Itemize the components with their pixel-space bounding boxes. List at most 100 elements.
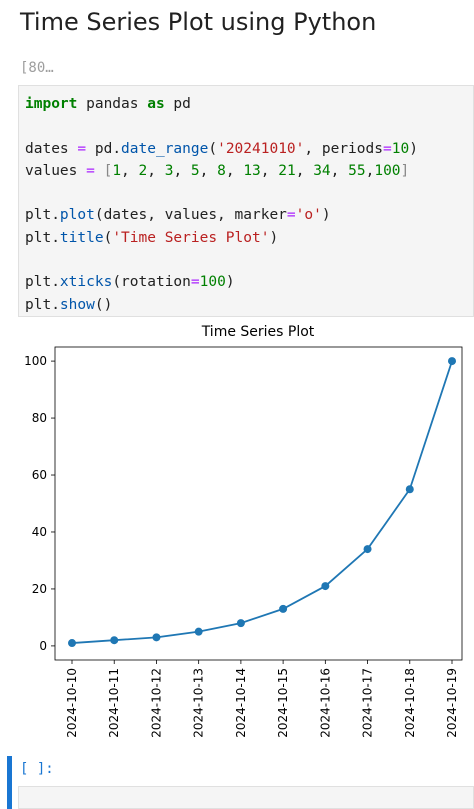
code-token: ( bbox=[208, 140, 218, 157]
code-token: plt. bbox=[25, 296, 60, 313]
code-token: as bbox=[147, 96, 165, 112]
code-token: , bbox=[365, 162, 375, 179]
code-token: ( bbox=[103, 229, 113, 246]
code-token: , bbox=[199, 162, 218, 179]
code-token: () bbox=[94, 296, 113, 313]
point bbox=[110, 636, 119, 645]
code-token: , bbox=[260, 162, 279, 179]
code-token: 13 bbox=[243, 162, 261, 179]
code-token: '20241010' bbox=[217, 140, 305, 157]
plot-area bbox=[54, 346, 463, 661]
code-token: pd bbox=[164, 96, 191, 112]
code-token: , bbox=[225, 162, 244, 179]
point bbox=[68, 639, 76, 648]
code-line bbox=[25, 182, 473, 204]
code-line: plt.show() bbox=[25, 294, 473, 316]
code-token: 5 bbox=[190, 162, 200, 179]
code-token: import bbox=[25, 96, 78, 112]
code-token: , bbox=[121, 162, 139, 179]
code-token: plt. bbox=[25, 229, 60, 246]
code-line: import pandas as pd bbox=[25, 93, 473, 115]
code-token: , bbox=[147, 162, 165, 179]
point bbox=[363, 545, 372, 554]
y-tick-label: 80 bbox=[32, 411, 47, 425]
code-token: ) bbox=[225, 274, 235, 291]
code-token: plt. bbox=[25, 274, 60, 291]
code-token: 100 bbox=[374, 162, 401, 179]
code-token: values bbox=[25, 162, 87, 179]
code-token: = bbox=[86, 162, 95, 179]
code-token: pandas bbox=[77, 96, 148, 112]
code-token: ] bbox=[400, 162, 410, 179]
code-token: xticks bbox=[59, 274, 113, 291]
code-line bbox=[25, 249, 473, 271]
code-token: plt. bbox=[25, 207, 60, 224]
code-token: 55 bbox=[348, 162, 366, 179]
point bbox=[321, 582, 330, 591]
code-token: 2 bbox=[138, 162, 148, 179]
code-line: plt.plot(dates, values, marker='o') bbox=[25, 204, 473, 226]
code-token: pd. bbox=[86, 140, 122, 157]
code-token: 'o' bbox=[295, 207, 322, 224]
heading: Time Series Plot using Python bbox=[20, 8, 377, 36]
code-token: , periods bbox=[304, 140, 383, 157]
code-token: = bbox=[382, 140, 392, 157]
chart-title: Time Series Plot bbox=[201, 324, 315, 340]
line bbox=[71, 360, 453, 644]
cell-prompt: [ ]: bbox=[20, 761, 54, 777]
code-token: plot bbox=[59, 207, 95, 224]
x-tick-label: 2024-10-13 bbox=[192, 668, 206, 738]
point bbox=[448, 357, 456, 366]
code-cell[interactable]: import pandas as pd dates = pd.date_range… bbox=[18, 85, 474, 317]
point bbox=[279, 604, 288, 613]
code-input[interactable] bbox=[18, 786, 474, 809]
code-line bbox=[25, 115, 473, 137]
y-tick-label: 40 bbox=[32, 525, 47, 539]
code-token: ) bbox=[269, 229, 279, 246]
code-token: show bbox=[59, 296, 95, 313]
y-tick-label: 0 bbox=[39, 639, 47, 653]
code-token: = bbox=[286, 207, 296, 224]
chart: Time Series Plot 0 20 40 60 80 100 2024-10-10 2… bbox=[24, 324, 463, 738]
code-token: 34 bbox=[313, 162, 331, 179]
point bbox=[405, 485, 414, 494]
code-line: plt.xticks(rotation=100) bbox=[25, 271, 473, 293]
x-tick-label: 2024-10-16 bbox=[318, 668, 332, 738]
code-token: date_range bbox=[121, 140, 209, 157]
code-token: , bbox=[173, 162, 191, 179]
code-token: , bbox=[295, 162, 314, 179]
code-token: (dates, values, marker bbox=[94, 207, 287, 224]
x-tick-label: 2024-10-12 bbox=[149, 668, 163, 738]
x-tick-label: 2024-10-14 bbox=[234, 668, 248, 738]
x-tick-label: 2024-10-19 bbox=[445, 668, 459, 738]
code-token: [ bbox=[94, 162, 113, 179]
code-token: 3 bbox=[164, 162, 174, 179]
code-token: dates bbox=[25, 140, 78, 157]
cell-prompt: [80… bbox=[20, 60, 54, 76]
point bbox=[152, 633, 161, 642]
x-tick-label: 2024-10-10 bbox=[65, 668, 79, 738]
point bbox=[194, 627, 203, 636]
code-token: = bbox=[190, 274, 200, 291]
y-tick-label: 60 bbox=[32, 468, 47, 482]
code-line: values = [1, 2, 3, 5, 8, 13, 21, 34, 55,… bbox=[25, 160, 473, 182]
point bbox=[236, 619, 245, 628]
code-token: (rotation bbox=[112, 274, 191, 291]
x-tick-label: 2024-10-15 bbox=[276, 668, 290, 738]
code-token: 21 bbox=[278, 162, 296, 179]
active-cell-bar bbox=[7, 756, 12, 809]
code-token: ) bbox=[321, 207, 331, 224]
code-token: 10 bbox=[391, 140, 410, 157]
y-tick-label: 20 bbox=[32, 582, 47, 596]
code-token: 8 bbox=[217, 162, 226, 179]
y-tick-label: 100 bbox=[24, 354, 47, 368]
code-token: , bbox=[330, 162, 349, 179]
code-line: dates = pd.date_range('20241010', period… bbox=[25, 138, 473, 160]
code-token: ) bbox=[409, 140, 418, 157]
code-token: title bbox=[59, 229, 104, 246]
code-token: 100 bbox=[199, 274, 226, 291]
x-tick-label: 2024-10-11 bbox=[107, 668, 121, 738]
code-token: = bbox=[77, 140, 87, 157]
x-tick-label: 2024-10-17 bbox=[361, 668, 375, 738]
